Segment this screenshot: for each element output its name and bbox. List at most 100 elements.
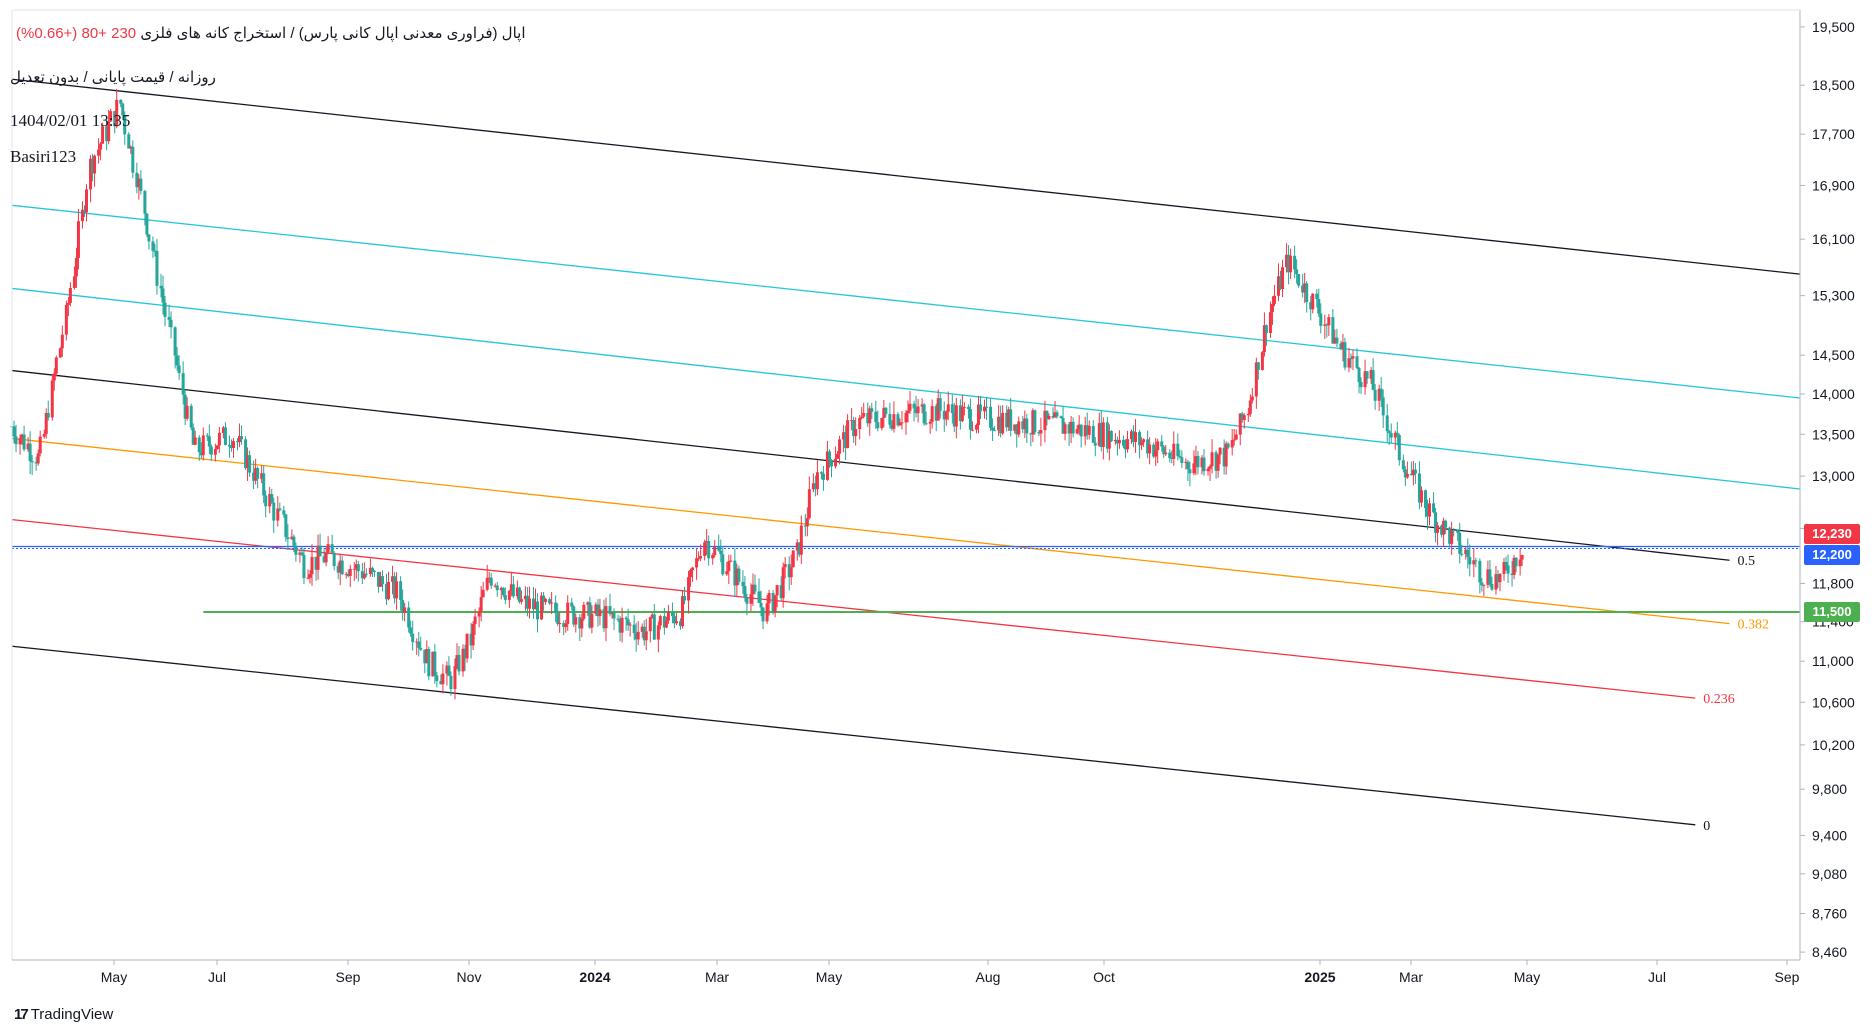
tradingview-brand[interactable]: 17 TradingView [14,1006,113,1023]
y-tick-label: 11,800 [1812,575,1854,591]
candle-body [1140,442,1144,446]
candle-body [648,617,652,632]
candle-body [616,618,620,620]
candle-body [1071,421,1075,434]
candle-body [89,158,93,190]
candle-body [783,564,787,568]
x-tick-label: 2025 [1304,969,1335,985]
candle-body [1444,520,1448,528]
candle-body [236,441,240,443]
candle-body [1055,412,1059,417]
candle-body [874,411,878,423]
candle-body [14,436,18,445]
candle-body [1152,444,1156,457]
candle-body [115,99,119,127]
candle-body [550,602,554,604]
candle-body [1417,473,1421,503]
candle-body [1464,549,1468,555]
x-tick-label: Nov [457,969,482,985]
candle-body [189,405,193,428]
candle-body [974,425,978,430]
candle-body [1409,473,1413,476]
candle-body [946,404,950,412]
candle-body [729,560,733,562]
candle-body [906,410,910,413]
candle-body [979,404,982,412]
candle-body [1419,490,1423,503]
candle-body [936,398,940,421]
candle-body [205,435,209,437]
candle-body [620,617,624,633]
candle-body [246,455,250,469]
candle-body [562,623,566,627]
candle-body [1001,412,1005,434]
candle-body [1279,276,1283,289]
candle-body [99,143,103,150]
candle-body [1436,525,1440,533]
candle-body [1514,557,1518,567]
candle-body [719,550,723,555]
candle-body [757,591,761,603]
candle-body [348,568,352,577]
candle-body [687,577,691,601]
candle-body [612,612,616,619]
candle-body [1349,358,1353,360]
candle-body [1132,431,1136,443]
candle-body [1289,255,1293,273]
candle-body [966,406,970,409]
y-tick-label: 11,000 [1812,653,1854,669]
candle-body [215,445,219,449]
candle-body [519,599,523,602]
candle-body [1061,418,1065,434]
candle-body [1121,439,1125,446]
candle-body [604,606,608,629]
candle-body [1023,418,1027,430]
candle-body [1303,283,1307,293]
candle-body [354,564,358,569]
candle-body [1101,422,1105,448]
candle-body [813,483,817,490]
candle-body [697,558,701,560]
candle-body [1107,430,1111,449]
candle-body [670,611,674,617]
candle-body [1347,358,1351,368]
candle-body [1031,410,1035,435]
candle-body [1196,456,1200,468]
candle-body [854,429,858,437]
trend-lines [11,78,1801,826]
candle-body [385,584,389,600]
candle-body [628,624,632,626]
candle-body [1432,503,1436,513]
candle-body [372,570,376,572]
candle-body [699,556,703,559]
candle-body [602,609,606,629]
candle-body [1428,503,1432,517]
candle-body [596,604,600,617]
candle-body [789,567,793,578]
candle-body [781,567,785,599]
candle-body [1502,562,1506,574]
candle-body [1474,560,1478,562]
candle-body [12,426,16,437]
candle-body [1075,429,1079,434]
candle-body [1184,461,1188,463]
candle-body [362,573,366,579]
candle-body [737,568,741,582]
candle-body [479,597,483,612]
x-tick-label: Aug [976,969,1001,985]
candle-body [191,427,195,445]
candle-body [797,542,801,555]
candle-body [1335,337,1339,344]
y-tick-label: 16,100 [1812,231,1855,247]
candle-body [880,417,884,429]
candle-body [485,577,489,590]
candle-body [634,633,638,640]
candle-body [993,430,997,432]
candle-body [1037,432,1041,434]
fib-level-label: 0 [1703,819,1710,834]
candle-body [221,427,225,433]
y-tick-label: 8,460 [1812,944,1847,960]
candle-body [231,441,235,449]
candle-body [109,111,113,122]
